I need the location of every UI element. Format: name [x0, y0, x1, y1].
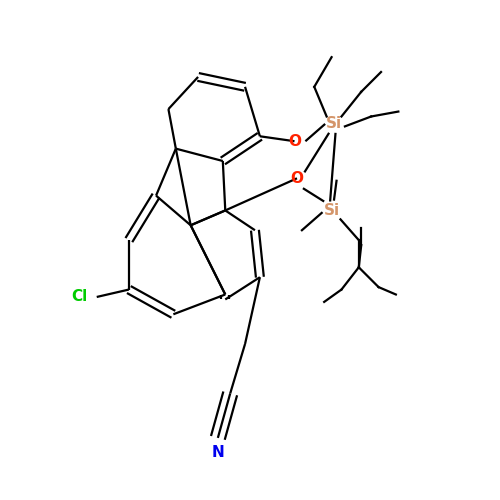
Text: Si: Si	[324, 203, 340, 218]
Text: Cl: Cl	[72, 290, 88, 304]
Text: N: N	[212, 445, 224, 460]
Text: O: O	[288, 134, 301, 148]
Text: Si: Si	[326, 116, 342, 132]
Text: O: O	[290, 171, 304, 186]
